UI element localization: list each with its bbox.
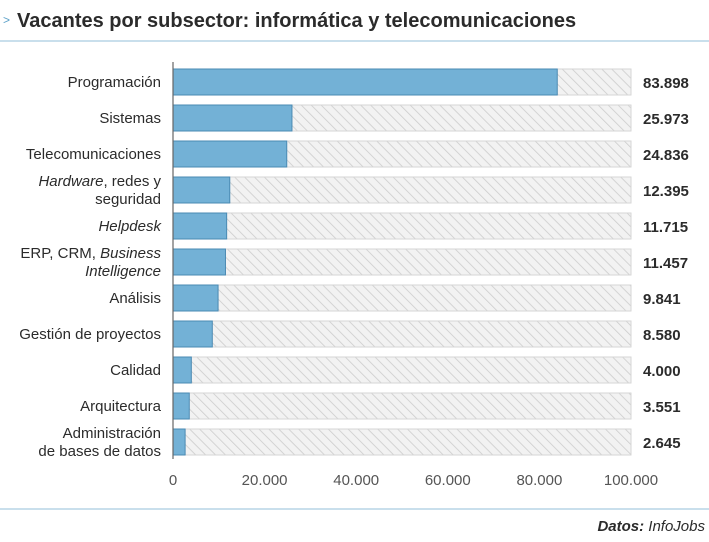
bar [172,392,190,420]
source-name: InfoJobs [648,518,705,535]
data-label: 4.000 [643,363,681,380]
x-tick-label: 20.000 [242,472,288,489]
x-tick-label: 80.000 [516,472,562,489]
bar-track [172,176,632,204]
bar-track [172,284,632,312]
bar [172,68,558,96]
data-label: 3.551 [643,399,681,416]
bar [172,428,186,456]
bar [172,248,226,276]
bar [172,320,213,348]
chevron-right-icon: > [3,13,11,27]
data-label: 12.395 [643,183,689,200]
data-label: 83.898 [643,75,689,92]
bar-track [172,320,632,348]
bar [172,356,192,384]
chart-header: > Vacantes por subsector: informática y … [0,0,709,42]
source-label: Datos: [597,518,645,535]
bar-track [172,392,632,420]
bar [172,284,219,312]
data-label: 24.836 [643,147,689,164]
x-tick-label: 40.000 [333,472,379,489]
data-label: 9.841 [643,291,681,308]
bar [172,140,288,168]
bar [172,212,228,240]
data-label: 8.580 [643,327,681,344]
data-label: 2.645 [643,435,681,452]
category-label: Helpdesk [98,218,162,235]
source-note: Datos: InfoJobs [597,518,705,535]
category-label: Hardware, redes y seguridad [38,173,161,208]
x-tick-label: 60.000 [425,472,471,489]
category-label: Sistemas [99,110,161,127]
bar [172,104,293,132]
bar-track [172,248,632,276]
footer-divider [0,508,709,510]
bar [172,176,231,204]
header-divider [0,40,709,42]
category-label: Telecomunicaciones [26,146,161,163]
data-label: 11.457 [643,255,688,272]
bar-track [172,428,632,456]
x-tick-label: 100.000 [604,472,658,489]
category-label: Arquitectura [80,398,162,415]
x-tick-label: 0 [169,472,177,489]
category-label: Administración de bases de datos [38,425,161,460]
category-label: Gestión de proyectos [19,326,161,343]
category-label: Programación [68,74,161,91]
data-label: 25.973 [643,111,689,128]
chart-title: Vacantes por subsector: informática y te… [17,10,577,32]
category-label: Calidad [110,362,161,379]
bar-chart: Programación Sistemas Telecomunicaciones Ha… [19,62,689,489]
data-label: 11.715 [643,219,688,236]
category-label: ERP, CRM, Business Intelligence [20,245,161,280]
category-label: Análisis [109,290,161,307]
bar-track [172,212,632,240]
bar-track [172,356,632,384]
